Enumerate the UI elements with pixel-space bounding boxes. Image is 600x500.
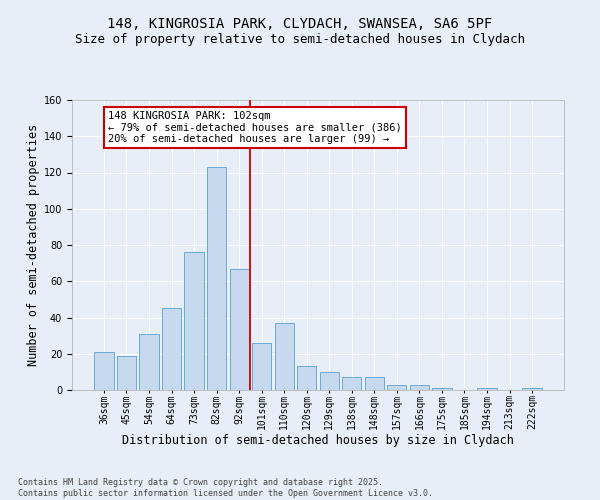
Text: 148, KINGROSIA PARK, CLYDACH, SWANSEA, SA6 5PF: 148, KINGROSIA PARK, CLYDACH, SWANSEA, S… <box>107 18 493 32</box>
Bar <box>252 343 271 390</box>
Bar <box>184 252 203 390</box>
Bar <box>117 356 136 390</box>
Bar <box>433 388 452 390</box>
Bar <box>387 384 406 390</box>
Bar <box>207 167 226 390</box>
X-axis label: Distribution of semi-detached houses by size in Clydach: Distribution of semi-detached houses by … <box>122 434 514 446</box>
Bar <box>478 388 497 390</box>
Y-axis label: Number of semi-detached properties: Number of semi-detached properties <box>26 124 40 366</box>
Bar <box>94 352 113 390</box>
Bar <box>139 334 158 390</box>
Bar <box>410 384 429 390</box>
Bar <box>275 323 294 390</box>
Bar <box>320 372 339 390</box>
Text: Contains HM Land Registry data © Crown copyright and database right 2025.
Contai: Contains HM Land Registry data © Crown c… <box>18 478 433 498</box>
Bar <box>162 308 181 390</box>
Bar <box>342 378 361 390</box>
Text: 148 KINGROSIA PARK: 102sqm
← 79% of semi-detached houses are smaller (386)
20% o: 148 KINGROSIA PARK: 102sqm ← 79% of semi… <box>109 111 402 144</box>
Bar <box>230 268 249 390</box>
Bar <box>297 366 316 390</box>
Bar <box>365 378 384 390</box>
Bar <box>523 388 542 390</box>
Text: Size of property relative to semi-detached houses in Clydach: Size of property relative to semi-detach… <box>75 32 525 46</box>
